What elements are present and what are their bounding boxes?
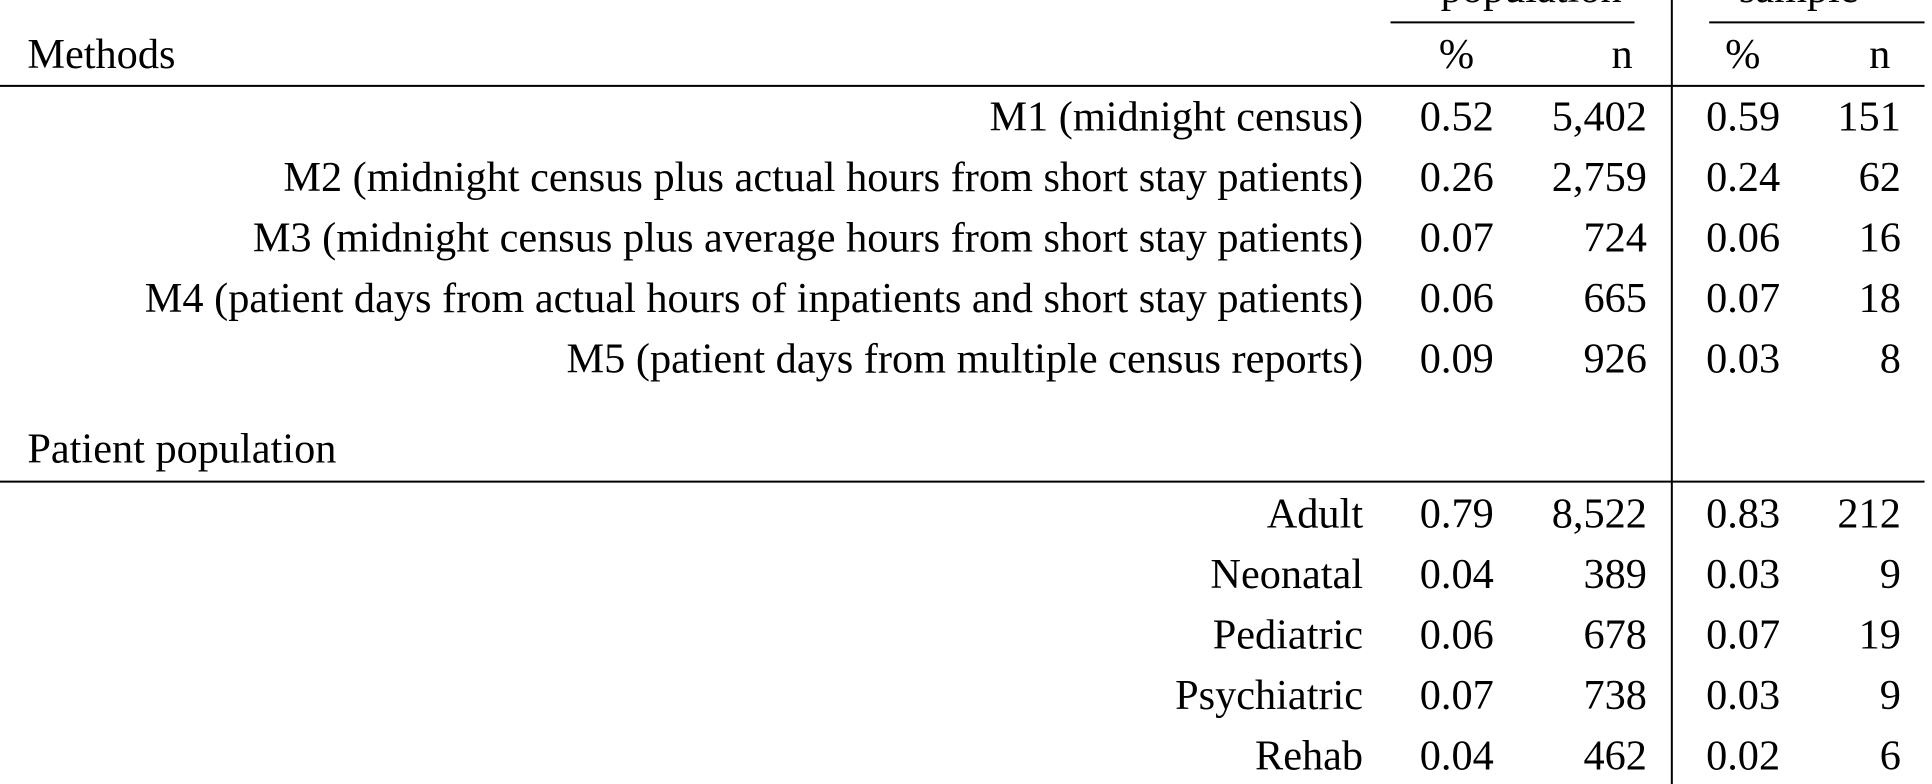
cell: 926 [1583, 335, 1646, 382]
cell: 212 [1837, 490, 1900, 537]
cell: 2,759 [1552, 154, 1647, 201]
cell: 62 [1859, 154, 1901, 201]
cell: 0.79 [1420, 490, 1494, 537]
cell: 0.52 [1420, 93, 1494, 140]
row-label: M5 (patient days from multiple census re… [567, 335, 1364, 382]
section-title: Methods [27, 31, 175, 78]
row-label: Rehab [1255, 732, 1363, 779]
cell: 0.07 [1420, 214, 1494, 261]
cell: 462 [1583, 732, 1646, 779]
row-label: Adult [1267, 490, 1364, 537]
cell: 0.02 [1706, 732, 1780, 779]
row-label: M3 (midnight census plus average hours f… [253, 214, 1363, 261]
cell: 0.04 [1420, 732, 1494, 779]
cell: 0.09 [1420, 335, 1494, 382]
group-header: sample [1739, 0, 1859, 12]
row-label: M4 (patient days from actual hours of in… [145, 275, 1363, 322]
cell: 0.06 [1420, 275, 1494, 322]
row-label: Pediatric [1213, 611, 1363, 658]
cell: 0.04 [1420, 551, 1494, 598]
cell: 16 [1859, 214, 1901, 261]
cell: 678 [1583, 611, 1646, 658]
cell: 19 [1859, 611, 1901, 658]
cell: 9 [1880, 551, 1901, 598]
cell: 738 [1583, 672, 1646, 719]
cell: 0.07 [1706, 275, 1780, 322]
row-label: Psychiatric [1175, 672, 1363, 719]
cell: 0.06 [1420, 611, 1494, 658]
row-label: Neonatal [1210, 551, 1363, 598]
cell: 0.03 [1706, 335, 1780, 382]
section-title: Patient population [27, 426, 336, 473]
cell: 0.83 [1706, 490, 1780, 537]
cell: 0.07 [1706, 611, 1780, 658]
column-header: n [1869, 31, 1890, 78]
cell: 18 [1859, 275, 1901, 322]
cell: 6 [1880, 732, 1901, 779]
cell: 151 [1837, 93, 1900, 140]
column-header: % [1439, 31, 1474, 78]
cell: 724 [1583, 214, 1646, 261]
column-header: n [1611, 31, 1632, 78]
group-header: population [1441, 0, 1622, 12]
cell: 665 [1583, 275, 1646, 322]
cell: 0.07 [1420, 672, 1494, 719]
cell: 0.03 [1706, 551, 1780, 598]
cell: 5,402 [1552, 93, 1647, 140]
cell: 9 [1880, 672, 1901, 719]
column-header: % [1725, 31, 1760, 78]
cell: 8,522 [1552, 490, 1647, 537]
cell: 0.06 [1706, 214, 1780, 261]
row-label: M2 (midnight census plus actual hours fr… [283, 154, 1363, 201]
cell: 0.59 [1706, 93, 1780, 140]
cell: 8 [1880, 335, 1901, 382]
cell: 389 [1583, 551, 1646, 598]
row-label: M1 (midnight census) [989, 93, 1363, 140]
cell: 0.03 [1706, 672, 1780, 719]
cell: 0.24 [1706, 154, 1780, 201]
cell: 0.26 [1420, 154, 1494, 201]
